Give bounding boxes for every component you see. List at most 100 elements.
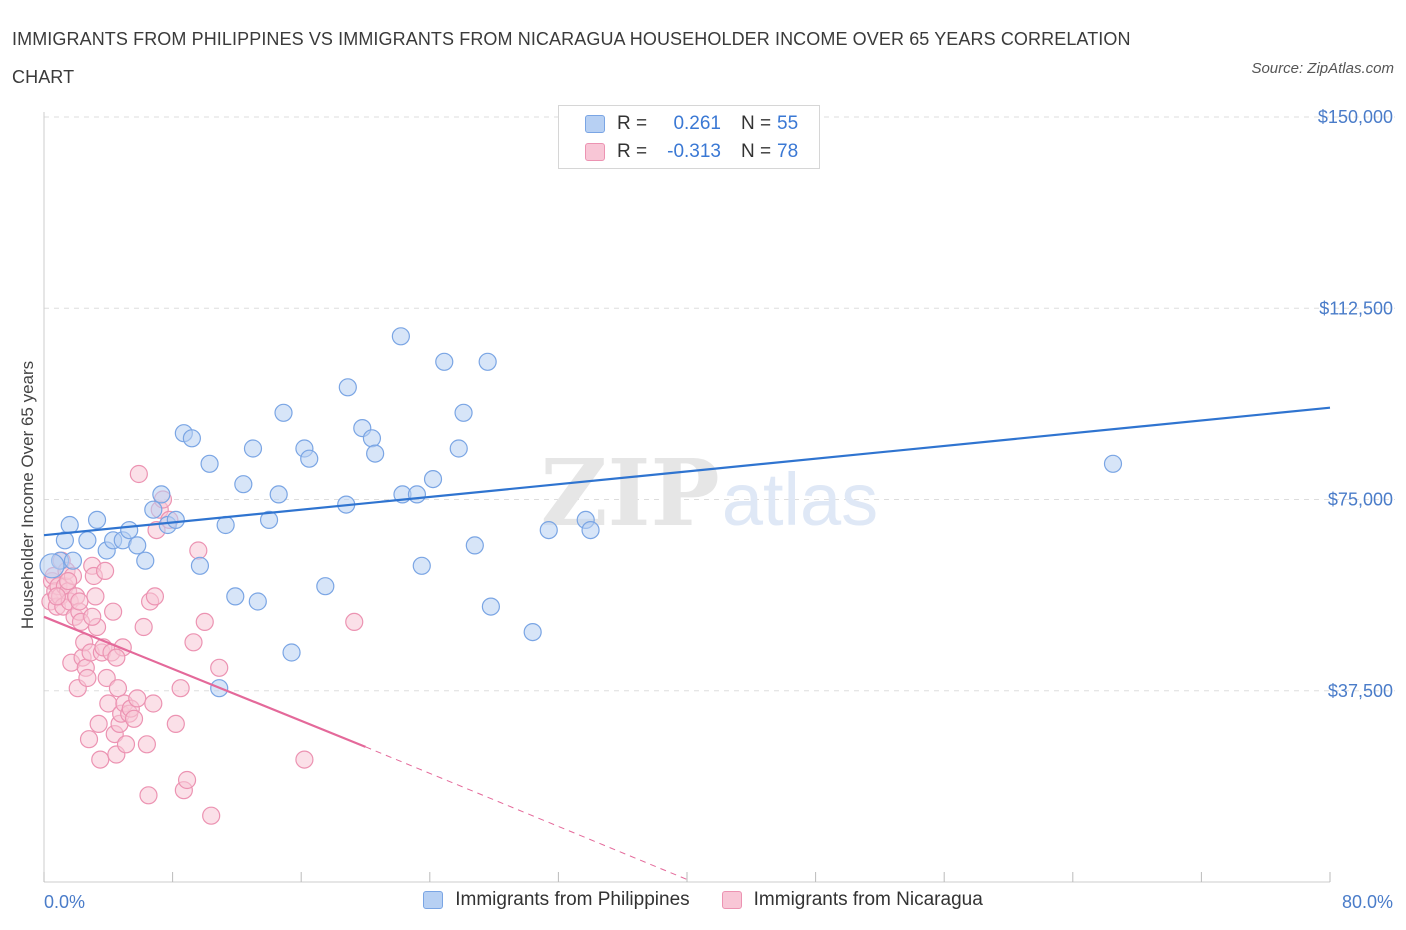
grid-layer (44, 116, 1395, 692)
point-philippines (128, 536, 147, 555)
point-nicaragua (144, 694, 163, 713)
chart-title: IMMIGRANTS FROM PHILIPPINES VS IMMIGRANT… (12, 29, 1131, 87)
stats-legend: R = 0.261 N = 55 R = -0.313 N = 78 (558, 105, 820, 169)
point-philippines (182, 429, 201, 448)
series-nicaragua (41, 464, 364, 825)
point-philippines (581, 520, 600, 540)
point-nicaragua (104, 602, 123, 621)
point-nicaragua (145, 587, 165, 606)
point-nicaragua (124, 709, 144, 728)
svg-text:ZIP: ZIP (540, 439, 719, 547)
y-tick-labels: $37,500 $75,000 $112,500 $150,000 (1318, 107, 1393, 701)
point-nicaragua (89, 714, 108, 734)
point-nicaragua (70, 592, 89, 611)
point-nicaragua (295, 750, 314, 769)
point-nicaragua (177, 770, 197, 790)
point-philippines (454, 403, 473, 422)
point-philippines (481, 597, 500, 616)
point-philippines (87, 510, 107, 530)
point-nicaragua (210, 658, 229, 677)
point-nicaragua (47, 587, 66, 606)
point-nicaragua (134, 617, 153, 637)
legend-row-nicaragua: R = -0.313 N = 78 (585, 140, 798, 164)
point-nicaragua (78, 668, 97, 688)
point-philippines (412, 556, 431, 575)
point-philippines (144, 500, 163, 519)
legend-r-value: 0.261 (673, 113, 721, 134)
legend-row-philippines: R = 0.261 N = 55 (585, 112, 798, 136)
point-nicaragua (108, 679, 128, 698)
legend-item-nicaragua[interactable]: Immigrants from Nicaragua (721, 889, 983, 911)
series-legend: Immigrants from Philippines Immigrants f… (0, 889, 1406, 911)
legend-n-value: 55 (777, 113, 799, 134)
point-nicaragua (139, 786, 158, 805)
point-philippines (391, 327, 410, 346)
point-philippines (282, 643, 301, 662)
point-nicaragua (107, 648, 126, 667)
point-nicaragua (189, 541, 208, 560)
point-nicaragua (195, 612, 214, 632)
legend-swatch-blue (585, 115, 605, 133)
legend-swatch-blue (423, 891, 444, 909)
legend-r-label: R = (617, 141, 648, 162)
y-tick-label: $75,000 (1328, 490, 1393, 510)
point-philippines (539, 520, 558, 540)
legend-swatch-pink (721, 891, 742, 909)
legend-item-philippines[interactable]: Immigrants from Philippines (423, 889, 690, 911)
watermark: ZIP atlas (540, 439, 878, 547)
series-philippines (39, 327, 1123, 698)
trend-lines (43, 406, 1331, 880)
point-philippines (435, 352, 454, 371)
trend-line-nicaragua (43, 615, 366, 748)
point-philippines (269, 485, 288, 504)
point-philippines (234, 475, 253, 494)
point-nicaragua (79, 730, 99, 749)
point-philippines (226, 587, 245, 606)
x-tick-label: 0.0% (44, 892, 85, 912)
trend-extension-nicaragua (365, 746, 688, 880)
point-nicaragua (91, 750, 110, 769)
point-philippines (465, 536, 484, 555)
point-philippines (407, 485, 427, 504)
x-tick-labels: 0.0% 80.0% (44, 892, 1393, 912)
point-philippines (216, 515, 235, 535)
point-nicaragua (116, 735, 136, 754)
point-nicaragua (129, 464, 148, 484)
point-philippines (200, 454, 219, 473)
y-tick-label: $150,000 (1318, 107, 1393, 127)
axis-layer (43, 112, 1331, 883)
point-nicaragua (166, 714, 185, 734)
point-nicaragua (128, 689, 147, 708)
y-tick-label: $37,500 (1328, 681, 1393, 701)
legend-r-value: -0.313 (667, 141, 721, 162)
point-nicaragua (171, 679, 190, 698)
point-philippines (362, 429, 382, 448)
point-philippines (1103, 454, 1123, 473)
point-philippines (248, 592, 267, 611)
point-philippines (523, 622, 542, 642)
legend-label-philippines: Immigrants from Philippines (455, 889, 690, 910)
point-nicaragua (59, 571, 78, 591)
point-nicaragua (95, 561, 115, 581)
chart-source: Source: ZipAtlas.com (1251, 60, 1394, 77)
point-philippines (152, 485, 171, 504)
point-nicaragua (184, 633, 203, 652)
point-nicaragua (97, 668, 116, 688)
trend-line-philippines (43, 406, 1331, 537)
point-nicaragua (345, 612, 364, 632)
point-philippines (243, 439, 263, 458)
point-philippines (39, 553, 65, 579)
point-philippines (423, 470, 443, 489)
point-nicaragua (137, 735, 156, 754)
y-tick-label: $112,500 (1319, 298, 1393, 318)
point-philippines (190, 556, 210, 575)
point-nicaragua (86, 587, 105, 606)
point-philippines (366, 444, 385, 463)
point-philippines (338, 378, 357, 397)
legend-swatch-pink (585, 143, 605, 161)
point-philippines (78, 531, 97, 550)
point-philippines (60, 515, 79, 535)
legend-n-label: N = (741, 113, 772, 134)
point-philippines (316, 577, 335, 596)
